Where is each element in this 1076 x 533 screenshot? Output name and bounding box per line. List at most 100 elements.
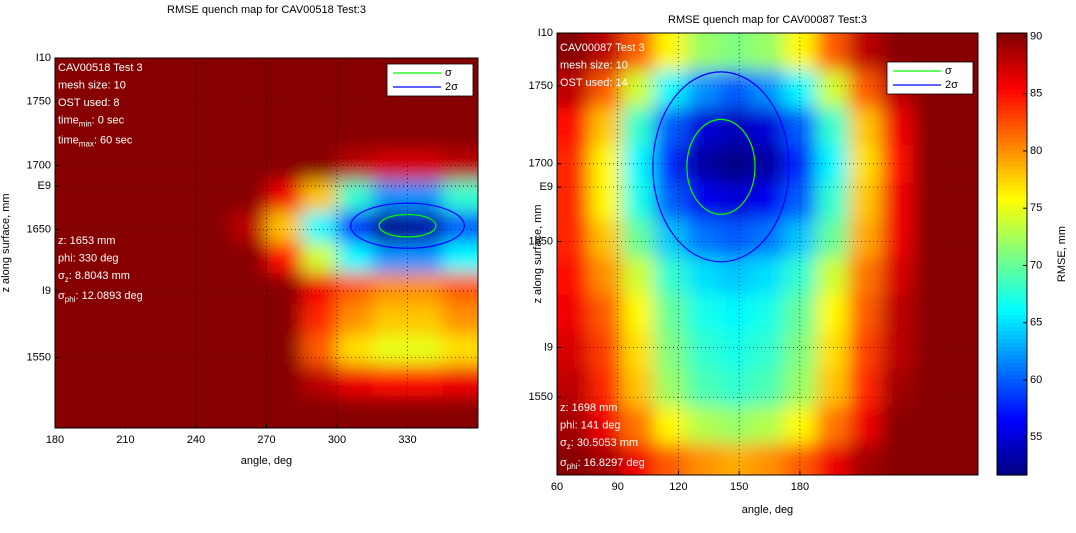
x-tick-label: 240 — [187, 434, 205, 446]
heatmap-cell — [160, 180, 197, 213]
colorbar-label: RMSE, mm — [1056, 226, 1068, 282]
heatmap-cell — [880, 406, 914, 445]
heatmap-cell — [621, 294, 655, 333]
heatmap-cell — [231, 58, 267, 90]
colorbar-step — [997, 258, 1027, 263]
heatmap-cell — [589, 369, 623, 408]
heatmap-cell — [266, 303, 303, 336]
heatmap-cell — [337, 180, 373, 213]
heatmap-cell — [301, 119, 338, 151]
colorbar-step — [997, 358, 1027, 364]
heatmap-cell — [266, 88, 303, 120]
colorbar-step — [997, 450, 1027, 456]
heatmap-cell — [783, 331, 817, 370]
heatmap-cell — [880, 369, 914, 408]
chart-title: RMSE quench map for CAV00087 Test:3 — [668, 14, 867, 26]
heatmap-cell — [196, 365, 232, 397]
x-axis-label: angle, deg — [742, 504, 793, 516]
chart: 180 210 240 270 300 330 I10 1750 1700 E9 1650 I9 155… — [0, 4, 479, 467]
heatmap-cell — [751, 369, 785, 408]
colorbar-step — [997, 262, 1027, 267]
heatmap-cell — [945, 219, 978, 258]
colorbar-step — [997, 249, 1027, 255]
y-tick-label: E9 — [38, 180, 51, 192]
heatmap-cell — [718, 331, 752, 370]
legend-label: σ — [445, 67, 452, 79]
heatmap-cell — [783, 257, 817, 295]
heatmap-cell — [848, 331, 882, 370]
heatmap-cell — [125, 119, 162, 151]
heatmap-cell — [816, 182, 849, 221]
heatmap-cell — [337, 303, 373, 336]
heatmap-cell — [407, 180, 444, 213]
colorbar-step — [997, 57, 1027, 62]
heatmap-cell — [880, 443, 914, 475]
colorbar-tick-label: 55 — [1030, 431, 1042, 443]
heatmap-cell — [557, 182, 590, 221]
colorbar-step — [997, 378, 1027, 384]
x-tick-label: 330 — [398, 434, 416, 446]
heatmap-cell — [557, 294, 590, 333]
heatmap-cell — [848, 107, 882, 146]
info-part: σ — [58, 290, 65, 302]
colorbar-step — [997, 133, 1027, 139]
heatmap-cell — [301, 395, 338, 428]
heatmap-cell — [196, 242, 232, 274]
info-text: z: 1653 mm — [58, 235, 115, 247]
heatmap-cell — [442, 395, 478, 428]
x-tick-label: 180 — [46, 434, 64, 446]
heatmap-cell — [266, 211, 303, 243]
heatmap-cell — [621, 182, 655, 221]
heatmap-cell — [816, 257, 849, 295]
sigma-ellipse — [686, 118, 756, 215]
heatmap-cell — [751, 257, 785, 295]
colorbar-step — [997, 185, 1027, 191]
heatmap-cell — [880, 331, 914, 370]
heatmap-cell — [372, 334, 408, 366]
heatmap-cell — [686, 145, 720, 183]
colorbar-step — [997, 237, 1027, 243]
colorbar-step — [997, 386, 1027, 392]
heatmap-cell — [337, 242, 373, 274]
heatmap-cell — [337, 273, 373, 305]
heatmap-cell — [90, 303, 126, 336]
x-tick-label: 300 — [328, 434, 346, 446]
y-axis-label: z along surface, mm — [0, 193, 12, 292]
heatmap-cell — [90, 150, 126, 182]
colorbar-step — [997, 418, 1027, 424]
colorbar-step — [997, 298, 1027, 303]
colorbar-step — [997, 97, 1027, 102]
heatmap-cell — [880, 107, 914, 146]
colorbar-step — [997, 121, 1027, 127]
heatmap-cell — [557, 107, 590, 146]
heatmap-cell — [196, 334, 232, 366]
heatmap-cell — [301, 334, 338, 366]
heatmap-cell — [442, 180, 478, 213]
info-text: σz: 8.8043 mm — [58, 270, 130, 284]
heatmap-cell — [848, 443, 882, 475]
colorbar-step — [997, 137, 1027, 143]
heatmap-cell — [301, 211, 338, 243]
heatmap-cell — [266, 119, 303, 151]
heatmap-cell — [55, 58, 91, 90]
heatmap-cell — [816, 70, 849, 109]
info-text: σphi: 12.0893 deg — [58, 290, 143, 304]
heatmap-cell — [442, 303, 478, 336]
legend-label: σ — [945, 65, 952, 77]
colorbar-step — [997, 153, 1027, 159]
heatmap-cell — [196, 273, 232, 305]
heatmap-cell — [913, 219, 947, 258]
x-tick-label: 90 — [612, 481, 624, 493]
colorbar-step — [997, 229, 1027, 235]
y-tick-label: I9 — [42, 285, 51, 297]
heatmap-cell — [231, 150, 267, 182]
heatmap-cell — [816, 219, 849, 258]
heatmap-cell — [301, 365, 338, 397]
colorbar-step — [997, 221, 1027, 227]
info-sub: max — [79, 140, 94, 149]
colorbar-step — [997, 422, 1027, 428]
info-part: σ — [58, 270, 65, 282]
heatmap-cell — [90, 180, 126, 213]
heatmap-cell — [160, 119, 197, 151]
heatmap-cell — [301, 88, 338, 120]
